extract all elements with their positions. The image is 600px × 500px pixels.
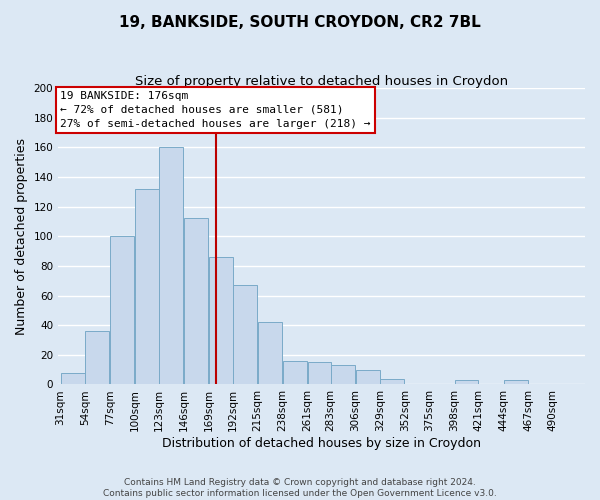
- Bar: [61, 372, 85, 384]
- X-axis label: Distribution of detached houses by size in Croydon: Distribution of detached houses by size …: [162, 437, 481, 450]
- Bar: [308, 362, 331, 384]
- Bar: [258, 322, 282, 384]
- Text: 19 BANKSIDE: 176sqm
← 72% of detached houses are smaller (581)
27% of semi-detac: 19 BANKSIDE: 176sqm ← 72% of detached ho…: [61, 91, 371, 129]
- Bar: [209, 257, 233, 384]
- Bar: [356, 370, 380, 384]
- Title: Size of property relative to detached houses in Croydon: Size of property relative to detached ho…: [135, 75, 508, 88]
- Bar: [233, 285, 257, 384]
- Bar: [380, 378, 404, 384]
- Bar: [110, 236, 134, 384]
- Bar: [331, 365, 355, 384]
- Bar: [504, 380, 528, 384]
- Bar: [455, 380, 478, 384]
- Text: 19, BANKSIDE, SOUTH CROYDON, CR2 7BL: 19, BANKSIDE, SOUTH CROYDON, CR2 7BL: [119, 15, 481, 30]
- Bar: [283, 360, 307, 384]
- Bar: [85, 331, 109, 384]
- Text: Contains HM Land Registry data © Crown copyright and database right 2024.
Contai: Contains HM Land Registry data © Crown c…: [103, 478, 497, 498]
- Bar: [135, 189, 158, 384]
- Y-axis label: Number of detached properties: Number of detached properties: [15, 138, 28, 334]
- Bar: [160, 148, 183, 384]
- Bar: [184, 218, 208, 384]
